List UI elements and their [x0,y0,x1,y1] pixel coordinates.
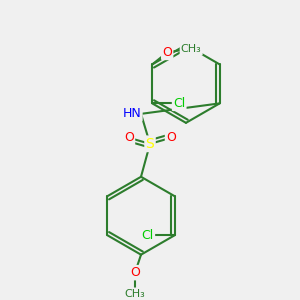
Text: Cl: Cl [142,229,154,242]
Text: Cl: Cl [173,97,185,110]
Text: S: S [146,137,154,151]
Text: HN: HN [123,107,141,120]
Text: CH₃: CH₃ [124,289,146,298]
Text: O: O [130,266,140,279]
Text: O: O [162,46,172,59]
Text: O: O [166,131,176,144]
Text: O: O [124,131,134,144]
Text: CH₃: CH₃ [181,44,202,54]
